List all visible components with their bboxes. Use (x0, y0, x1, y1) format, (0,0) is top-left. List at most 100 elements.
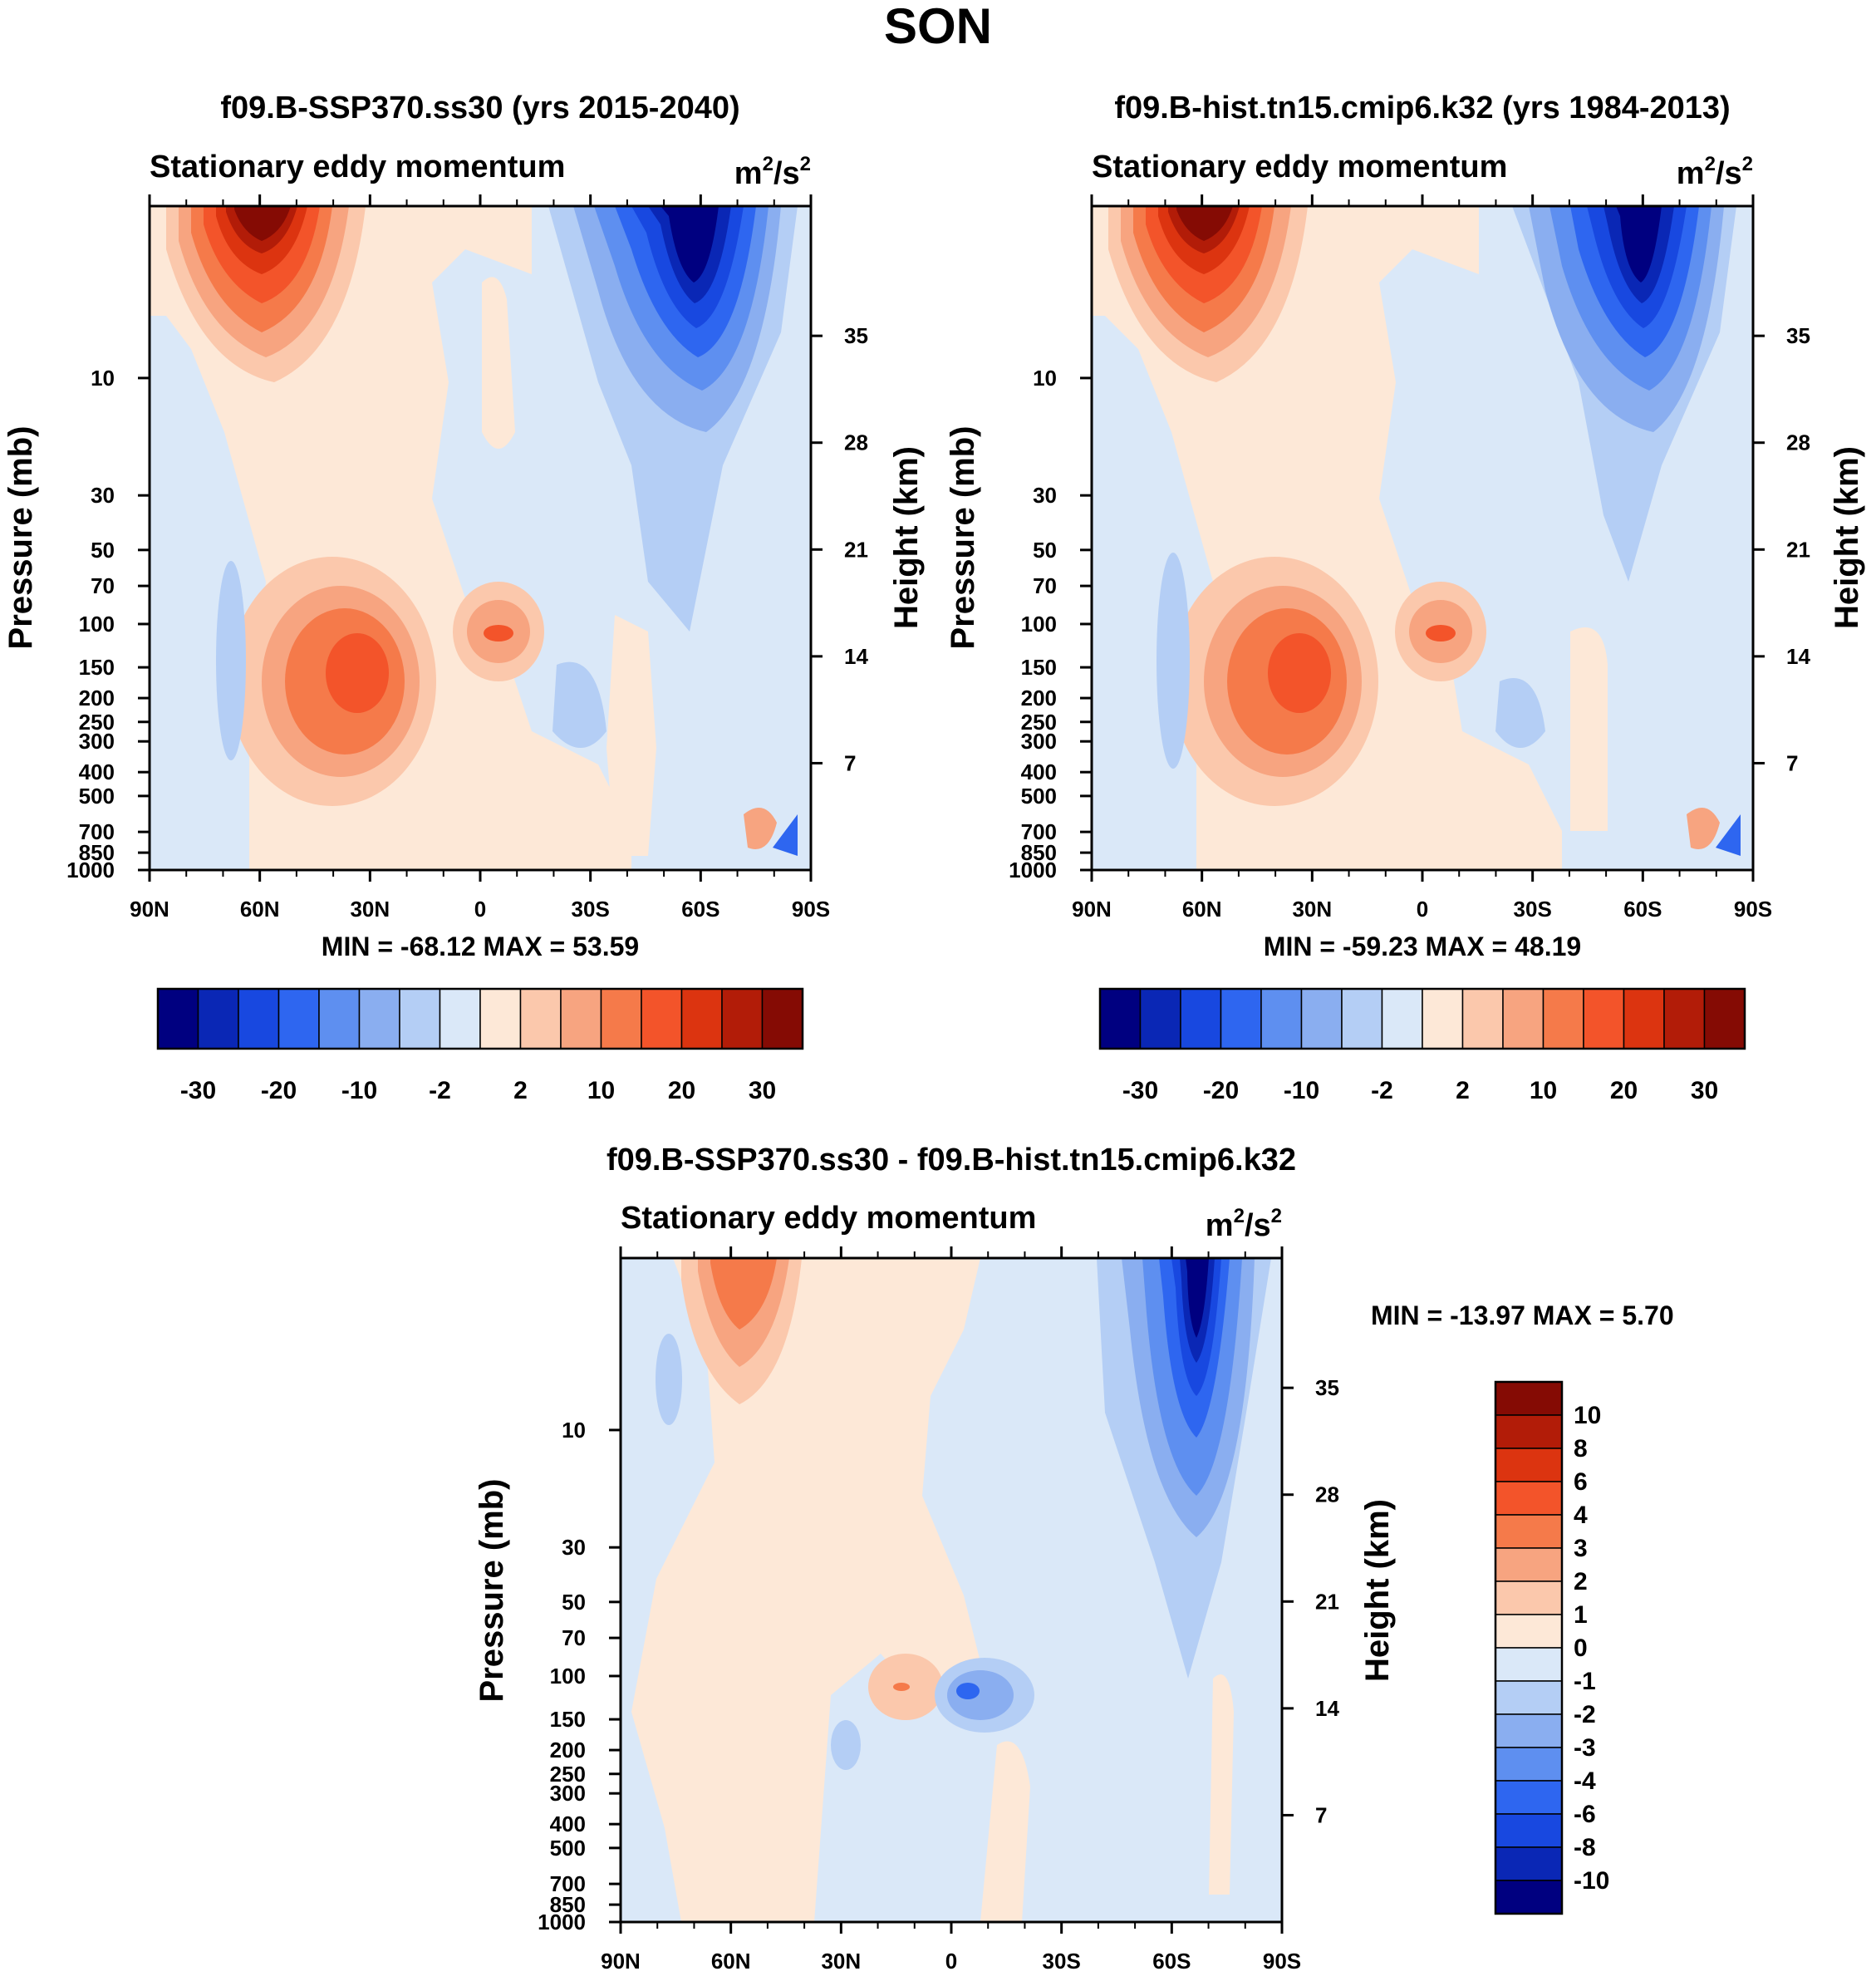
y-tick-label: 100 (79, 612, 115, 637)
colorbar-frame (1098, 987, 1746, 1050)
x-tick-label: 90S (1734, 897, 1772, 922)
colorbar-label: 1 (1574, 1601, 1588, 1629)
colorbar-label: -20 (1203, 1077, 1239, 1104)
x-tick-label: 30N (350, 897, 390, 922)
panel-3-ylabel: Pressure (mb) (474, 1479, 510, 1703)
y2-tick-label: 28 (844, 430, 868, 455)
y2-tick-label: 28 (1786, 430, 1810, 455)
y-tick-label: 70 (562, 1625, 586, 1650)
y-tick-label: 30 (1033, 483, 1057, 508)
y-tick-label: 50 (1033, 538, 1057, 563)
y-tick-label: 300 (550, 1781, 586, 1806)
colorbar-swatch (1495, 1448, 1563, 1482)
y-tick-label: 50 (91, 538, 115, 563)
y-tick-label: 500 (79, 784, 115, 809)
panel-1-units: m2/s2 (734, 153, 811, 191)
panel-2-subtitle: Stationary eddy momentum (1092, 150, 1507, 184)
colorbar-swatch (1300, 988, 1343, 1050)
colorbar-swatch (238, 988, 280, 1050)
panel-3-minmax: MIN = -13.97 MAX = 5.70 (1371, 1300, 1674, 1330)
colorbar-swatch (157, 988, 199, 1050)
x-tick-label: 30N (1292, 897, 1332, 922)
colorbar-label: 30 (749, 1077, 776, 1104)
y-tick-label: 500 (550, 1836, 586, 1861)
y-tick-label: 70 (1033, 573, 1057, 598)
x-tick-label: 30N (821, 1949, 861, 1974)
y-tick-label: 50 (562, 1590, 586, 1615)
x-tick-label: 0 (945, 1949, 957, 1974)
panel-1: f09.B-SSP370.ss30 (yrs 2015-2040) Statio… (2, 91, 925, 1104)
y-tick-label: 100 (1021, 612, 1057, 637)
colorbar-swatch (1495, 1747, 1563, 1782)
colorbar-swatch (560, 988, 602, 1050)
colorbar-swatch (1260, 988, 1303, 1050)
colorbar-swatch (318, 988, 361, 1050)
colorbar-label: -2 (1371, 1077, 1393, 1104)
x-tick-label: 60N (240, 897, 280, 922)
colorbar-frame (1494, 1380, 1564, 1915)
colorbar-label: -10 (1284, 1077, 1319, 1104)
y2-tick-label: 7 (844, 750, 856, 775)
x-tick-label: 30S (572, 897, 610, 922)
colorbar-swatch (1495, 1547, 1563, 1582)
colorbar-label: -30 (180, 1077, 216, 1104)
panel-1-minmax: MIN = -68.12 MAX = 53.59 (322, 932, 639, 961)
colorbar-swatch (519, 988, 562, 1050)
panel-3-title: f09.B-SSP370.ss30 - f09.B-hist.tn15.cmip… (607, 1143, 1296, 1177)
colorbar-label: -2 (1574, 1701, 1596, 1728)
panel-2-axes: 90N 60N 30N 0 30S 60S 90S103050701001502002503… (1009, 194, 1810, 922)
colorbar-label: -6 (1574, 1801, 1596, 1828)
colorbar-swatch (1495, 1880, 1563, 1915)
colorbar-swatch (439, 988, 481, 1050)
colorbar-label: 20 (1610, 1077, 1638, 1104)
y-tick-label: 1000 (1009, 858, 1057, 882)
y2-tick-label: 35 (1315, 1375, 1339, 1400)
colorbar-swatch (277, 988, 320, 1050)
colorbar-label: 2 (1456, 1077, 1470, 1104)
x-tick-label: 90N (1072, 897, 1112, 922)
colorbar-swatch (1495, 1481, 1563, 1516)
colorbar-label: -20 (261, 1077, 297, 1104)
panel-1-subtitle: Stationary eddy momentum (150, 150, 565, 184)
colorbar-swatch (1461, 988, 1504, 1050)
x-tick-label: 0 (474, 897, 486, 922)
colorbar-swatch (358, 988, 400, 1050)
y2-tick-label: 7 (1315, 1802, 1327, 1827)
colorbar-label: 0 (1574, 1635, 1588, 1662)
y2-tick-label: 35 (1786, 323, 1810, 348)
x-tick-label: 30S (1043, 1949, 1081, 1974)
colorbar-label: -1 (1574, 1668, 1596, 1695)
colorbar-swatch (1341, 988, 1383, 1050)
panel-2-contour-field (1092, 206, 1753, 870)
colorbar-swatch (600, 988, 642, 1050)
colorbar-label: 10 (1574, 1402, 1601, 1429)
y-tick-label: 400 (79, 759, 115, 784)
y-tick-label: 250 (1021, 710, 1057, 735)
panel-3-units: m2/s2 (1206, 1205, 1282, 1243)
colorbar-swatch (1502, 988, 1545, 1050)
colorbar-label: 10 (1530, 1077, 1557, 1104)
colorbar-swatch (1495, 1846, 1563, 1881)
colorbar-swatch (1099, 988, 1142, 1050)
y-tick-label: 150 (79, 655, 115, 680)
x-tick-label: 90S (1263, 1949, 1301, 1974)
x-tick-label: 60N (1182, 897, 1222, 922)
y-tick-label: 150 (1021, 655, 1057, 680)
colorbar-swatch (1495, 1514, 1563, 1549)
y-tick-label: 1000 (538, 1910, 586, 1934)
colorbar-swatch (680, 988, 723, 1050)
colorbar-swatch (641, 988, 683, 1050)
panel-2-ylabel: Pressure (mb) (945, 426, 981, 650)
colorbar-swatch (1703, 988, 1746, 1050)
panel-2-y2label: Height (km) (1829, 446, 1865, 629)
y-tick-label: 1000 (66, 858, 115, 882)
colorbar-swatch (761, 988, 803, 1050)
y2-tick-label: 21 (1786, 537, 1810, 562)
colorbar-label: 6 (1574, 1468, 1588, 1496)
y-tick-label: 700 (79, 819, 115, 844)
colorbar-label: -4 (1574, 1767, 1596, 1795)
x-tick-label: 90N (130, 897, 169, 922)
y-tick-label: 300 (79, 729, 115, 754)
colorbar-swatch (1220, 988, 1262, 1050)
panel-1-contour-field (150, 206, 811, 870)
